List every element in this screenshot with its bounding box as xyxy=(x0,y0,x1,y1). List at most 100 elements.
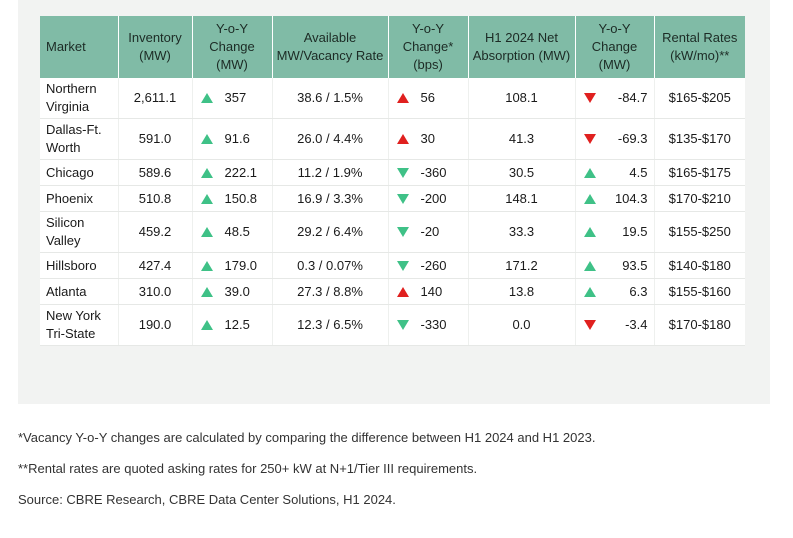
cell-absorption-yoy-change: -69.3 xyxy=(575,118,655,160)
cell-absorption-yoy-change: 6.3 xyxy=(575,278,655,305)
cell-yoy-change-mw: 150.8 xyxy=(192,185,273,212)
triangle-up-green-icon xyxy=(200,193,213,204)
header-market: Market xyxy=(40,16,119,78)
triangle-up-green-icon xyxy=(200,286,213,297)
cell-absorption-yoy-change-value: 6.3 xyxy=(629,283,648,299)
triangle-up-red-icon xyxy=(396,93,409,103)
cell-yoy-change-bps-value: -360 xyxy=(420,164,447,180)
cell-yoy-change-mw-value: 222.1 xyxy=(224,164,258,180)
cell-net-absorption: 30.5 xyxy=(468,159,576,186)
triangle-up-green-icon xyxy=(583,193,596,204)
cell-absorption-yoy-change-value: -3.4 xyxy=(625,317,648,332)
triangle-up-red-icon xyxy=(396,134,409,144)
header-available-vacancy: Available MW/Vacancy Rate xyxy=(272,16,389,78)
cell-available-vacancy: 27.3 / 8.8% xyxy=(272,278,389,305)
cell-net-absorption: 13.8 xyxy=(468,278,576,305)
cell-rental-rates: $140-$180 xyxy=(654,252,745,279)
cell-rental-rates: $165-$205 xyxy=(654,78,745,119)
triangle-up-green-icon xyxy=(200,227,213,237)
cell-available-vacancy: 26.0 / 4.4% xyxy=(272,118,389,160)
triangle-up-green-icon xyxy=(583,286,596,297)
cell-net-absorption: 0.0 xyxy=(468,304,576,346)
header-net-absorption: H1 2024 Net Absorption (MW) xyxy=(468,16,576,78)
triangle-down-green-icon xyxy=(396,193,409,204)
cell-rental-rates: $170-$180 xyxy=(654,304,745,346)
table-row: Hillsboro 427.4 179.0 0.3 / 0.07% -260 171.2 9… xyxy=(40,252,745,279)
cell-yoy-change-bps-value: 140 xyxy=(420,283,443,299)
triangle-up-green-icon xyxy=(200,134,213,144)
cell-yoy-change-bps: 30 xyxy=(388,118,469,160)
table-row: Dallas-Ft. Worth 591.0 91.6 26.0 / 4.4% 30 41… xyxy=(40,118,745,160)
cell-yoy-change-mw: 39.0 xyxy=(192,278,273,305)
triangle-up-green-icon xyxy=(200,93,213,103)
cell-market: Dallas-Ft. Worth xyxy=(40,118,119,160)
cell-yoy-change-mw-value: 179.0 xyxy=(224,257,258,273)
cell-yoy-change-bps: -200 xyxy=(388,185,469,212)
cell-yoy-change-mw: 91.6 xyxy=(192,118,273,160)
cell-market: Northern Virginia xyxy=(40,78,119,119)
cell-yoy-change-bps-value: -20 xyxy=(420,224,440,239)
triangle-up-green-icon xyxy=(200,320,213,330)
table-row: New York Tri-State 190.0 12.5 12.3 / 6.5% -3… xyxy=(40,304,745,346)
triangle-down-red-icon xyxy=(583,134,596,144)
cell-yoy-change-bps: -330 xyxy=(388,304,469,346)
header-yoy-change-bps: Y-o-Y Change* (bps) xyxy=(388,16,469,78)
cell-yoy-change-bps-value: -260 xyxy=(420,257,447,273)
cell-net-absorption: 108.1 xyxy=(468,78,576,119)
cell-inventory: 310.0 xyxy=(118,278,193,305)
table-row: Chicago 589.6 222.1 11.2 / 1.9% -360 30.5 4.5 $… xyxy=(40,159,745,186)
cell-inventory: 427.4 xyxy=(118,252,193,279)
cell-market: Chicago xyxy=(40,159,119,186)
cell-absorption-yoy-change: -84.7 xyxy=(575,78,655,119)
triangle-up-green-icon xyxy=(583,227,596,237)
cell-yoy-change-mw-value: 39.0 xyxy=(224,283,250,299)
triangle-up-green-icon xyxy=(200,260,213,271)
triangle-up-green-icon xyxy=(583,167,596,178)
cell-yoy-change-bps: -360 xyxy=(388,159,469,186)
cell-yoy-change-bps: 140 xyxy=(388,278,469,305)
cell-absorption-yoy-change-value: 104.3 xyxy=(614,190,648,206)
cell-net-absorption: 33.3 xyxy=(468,211,576,253)
triangle-down-green-icon xyxy=(396,260,409,271)
cell-available-vacancy: 16.9 / 3.3% xyxy=(272,185,389,212)
header-absorption-yoy-change: Y-o-Y Change (MW) xyxy=(575,16,655,78)
cell-rental-rates: $165-$175 xyxy=(654,159,745,186)
cell-yoy-change-mw-value: 150.8 xyxy=(224,190,258,206)
cell-available-vacancy: 38.6 / 1.5% xyxy=(272,78,389,119)
cell-inventory: 589.6 xyxy=(118,159,193,186)
cell-yoy-change-bps: -20 xyxy=(388,211,469,253)
cell-net-absorption: 148.1 xyxy=(468,185,576,212)
triangle-down-red-icon xyxy=(583,320,596,330)
cell-absorption-yoy-change-value: 19.5 xyxy=(622,224,648,239)
cell-yoy-change-bps-value: 56 xyxy=(420,90,435,105)
cell-yoy-change-mw-value: 357 xyxy=(224,90,247,105)
cell-available-vacancy: 0.3 / 0.07% xyxy=(272,252,389,279)
cell-market: Atlanta xyxy=(40,278,119,305)
cell-absorption-yoy-change: -3.4 xyxy=(575,304,655,346)
cell-yoy-change-mw: 12.5 xyxy=(192,304,273,346)
cell-absorption-yoy-change: 4.5 xyxy=(575,159,655,186)
table-header-row: Market Inventory (MW) Y-o-Y Change (MW) … xyxy=(40,16,745,78)
cell-available-vacancy: 12.3 / 6.5% xyxy=(272,304,389,346)
triangle-down-green-icon xyxy=(396,167,409,178)
cell-absorption-yoy-change: 93.5 xyxy=(575,252,655,279)
cell-yoy-change-mw-value: 12.5 xyxy=(224,317,250,332)
cell-yoy-change-mw: 48.5 xyxy=(192,211,273,253)
header-yoy-change-mw: Y-o-Y Change (MW) xyxy=(192,16,273,78)
cell-available-vacancy: 11.2 / 1.9% xyxy=(272,159,389,186)
header-rental-rates: Rental Rates (kW/mo)** xyxy=(654,16,745,78)
cell-yoy-change-bps: -260 xyxy=(388,252,469,279)
triangle-down-red-icon xyxy=(583,93,596,103)
cell-absorption-yoy-change-value: -69.3 xyxy=(617,131,648,146)
cell-yoy-change-bps-value: -200 xyxy=(420,190,447,206)
cell-yoy-change-bps-value: -330 xyxy=(420,317,447,332)
cell-market: New York Tri-State xyxy=(40,304,119,346)
cell-yoy-change-mw: 222.1 xyxy=(192,159,273,186)
triangle-down-green-icon xyxy=(396,227,409,237)
cell-rental-rates: $155-$160 xyxy=(654,278,745,305)
cell-market: Silicon Valley xyxy=(40,211,119,253)
cell-rental-rates: $170-$210 xyxy=(654,185,745,212)
footnote-vacancy: *Vacancy Y-o-Y changes are calculated by… xyxy=(18,430,596,445)
cell-yoy-change-bps-value: 30 xyxy=(420,131,435,146)
cell-inventory: 190.0 xyxy=(118,304,193,346)
